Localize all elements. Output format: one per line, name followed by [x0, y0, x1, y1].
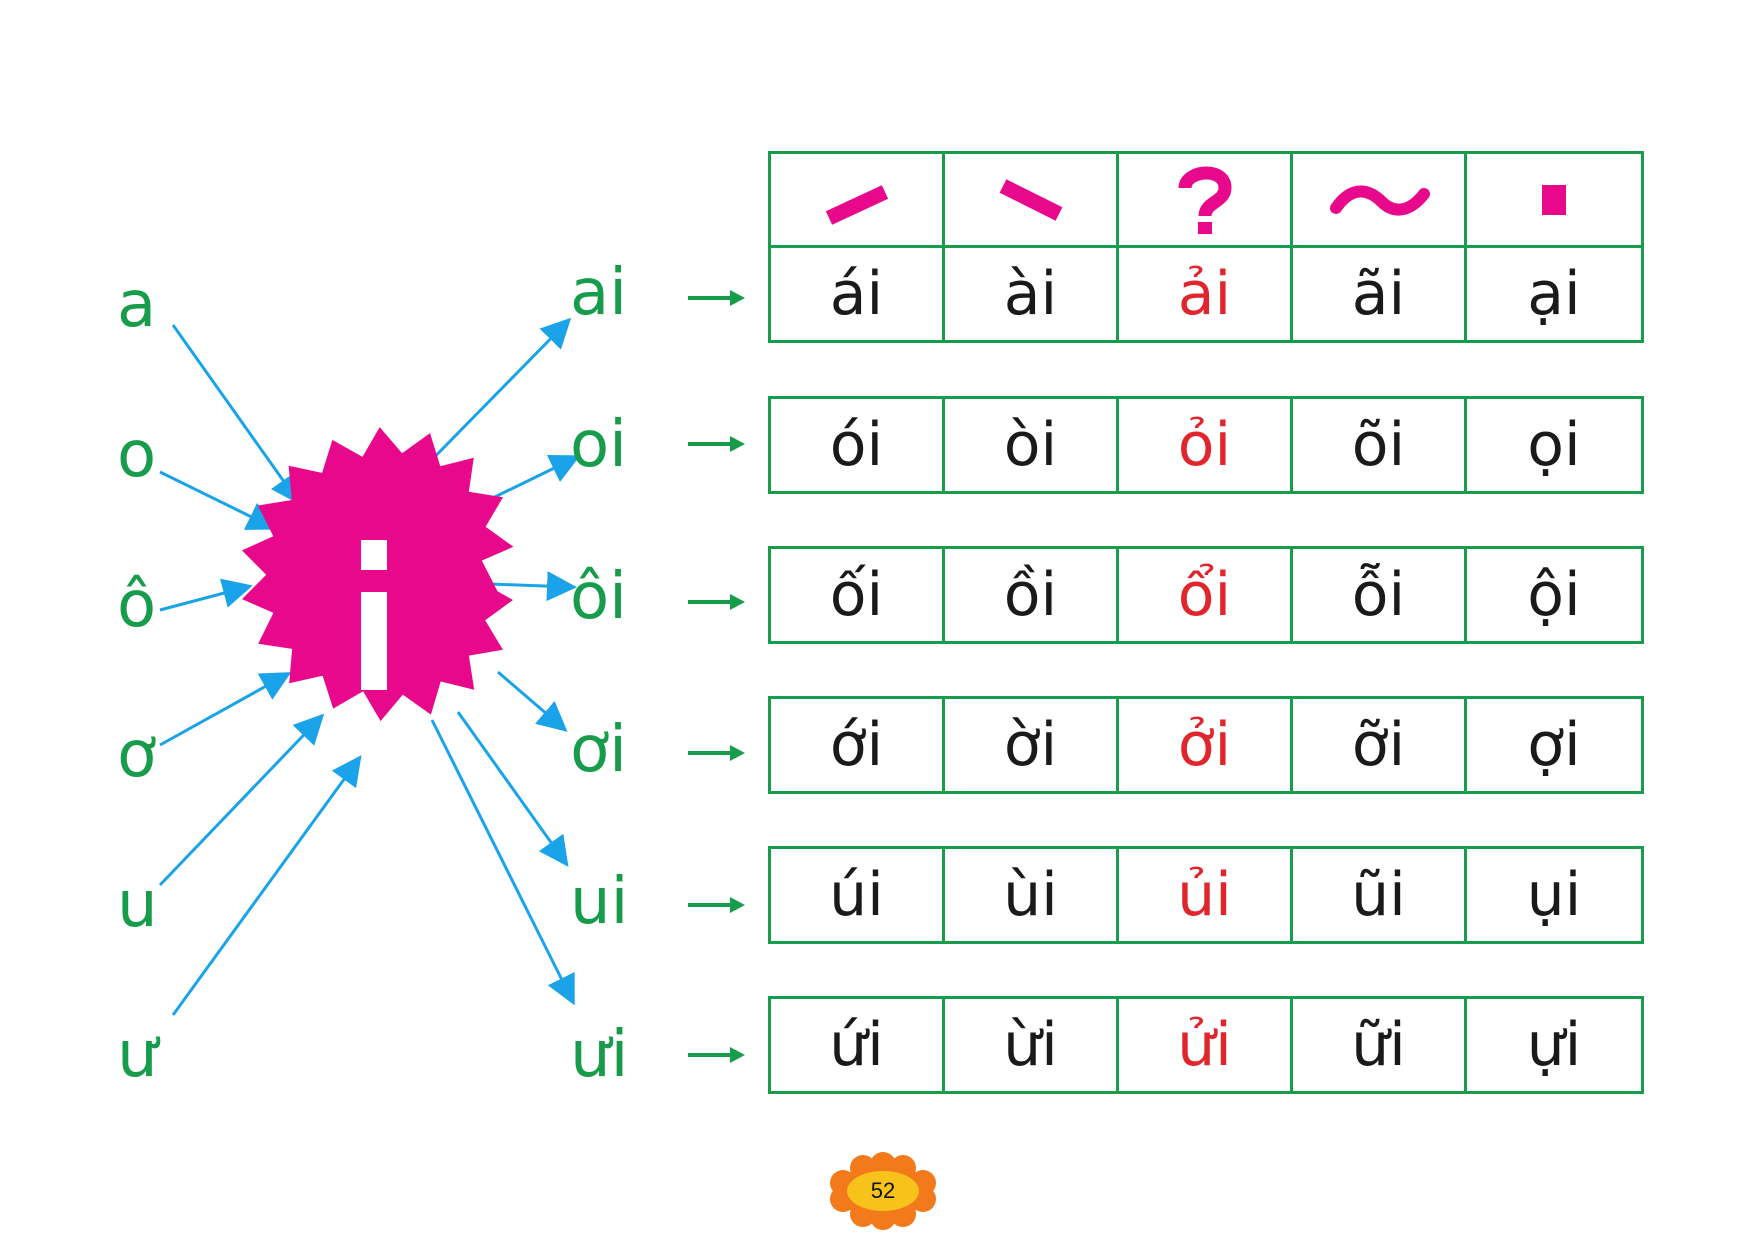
tone-cell: ái [771, 248, 945, 340]
tone-cell-hoi: ởi [1119, 699, 1293, 791]
tone-cell: òi [945, 399, 1119, 491]
vowel-u-horn: ư [117, 1018, 158, 1092]
center-i-dot [361, 540, 387, 570]
tone-cell: ựi [1526, 1010, 1582, 1080]
arrow-i-to-o-hat-i [489, 571, 577, 602]
syllable-o-horn-i: ơi [570, 713, 627, 787]
tone-cell: ời [945, 699, 1119, 791]
tone-cell: ới [771, 699, 945, 791]
tone-table-ui: úi ùi ủi ũi ụi [768, 846, 1644, 944]
tone-table-oi: ói òi ỏi õi ọi [768, 396, 1644, 494]
arrow-u-horn-to-i [171, 755, 362, 1016]
tone-cell: ứi [771, 999, 945, 1091]
arrow-i-to-o-horn-i [497, 670, 568, 732]
arrow-i-to-ui [456, 711, 569, 867]
arrow-o-to-i [159, 470, 278, 530]
arrow-o-hat-to-i [159, 578, 253, 612]
sac-mark-icon [771, 154, 945, 248]
arrow-i-to-u-horn-i [430, 719, 575, 1006]
tone-cell: ợi [1527, 710, 1581, 780]
nga-mark-icon [1293, 154, 1467, 248]
tone-cell-hoi: ổi [1119, 549, 1293, 641]
tone-cell: ói [771, 399, 945, 491]
syllable-ai: ai [570, 256, 627, 330]
tone-cell: ừi [945, 999, 1119, 1091]
nang-mark-icon [1467, 154, 1641, 248]
vowel-o-horn: ơ [117, 718, 157, 792]
syllable-u-horn-i: ưi [570, 1018, 629, 1092]
tone-cell: ụi [1526, 860, 1582, 930]
huyen-mark-icon [945, 154, 1119, 248]
vowel-u: u [117, 868, 158, 942]
row-arrow-icons [688, 290, 745, 1063]
tone-cell: ại [1527, 259, 1581, 329]
tone-table-o-horn-i: ới ời ởi ỡi ợi [768, 696, 1644, 794]
syllable-o-hat-i: ôi [570, 560, 627, 634]
tone-table-o-hat-i: ối ồi ổi ỗi ội [768, 546, 1644, 644]
tone-table-ai: ái ài ải ãi ại [768, 151, 1644, 343]
center-i-stem [361, 592, 387, 690]
tone-cell: ọi [1527, 410, 1581, 480]
tone-cell: úi [771, 849, 945, 941]
vowel-o-hat: ô [117, 568, 157, 642]
tone-cell: ài [945, 248, 1119, 340]
tone-cell-hoi: ửi [1119, 999, 1293, 1091]
tone-table-u-horn-i: ứi ừi ửi ữi ựi [768, 996, 1644, 1094]
tone-cell: ội [1527, 560, 1581, 630]
tone-cell: ũi [1293, 849, 1467, 941]
vowel-o: o [117, 418, 157, 492]
tone-cell: õi [1293, 399, 1467, 491]
tone-cell: ồi [945, 549, 1119, 641]
arrow-o-horn-to-i [159, 672, 292, 747]
syllable-oi: oi [570, 408, 627, 482]
tone-cell: ãi [1293, 248, 1467, 340]
tone-cell-hoi: ải [1119, 248, 1293, 340]
tone-cell: ỗi [1293, 549, 1467, 641]
starburst-shape [241, 427, 514, 722]
tone-cell-hoi: ỏi [1119, 399, 1293, 491]
arrow-a-to-i [171, 324, 301, 505]
tone-cell-hoi: ủi [1119, 849, 1293, 941]
page-badge-icon [830, 1152, 936, 1230]
tone-cell: ùi [945, 849, 1119, 941]
vowel-a: a [117, 268, 157, 342]
tone-cell: ỡi [1293, 699, 1467, 791]
page-number: 52 [870, 1178, 896, 1203]
tone-cell: ối [771, 549, 945, 641]
arrow-u-to-i [158, 713, 325, 887]
syllable-ui: ui [570, 865, 629, 939]
tone-cell: ữi [1293, 999, 1467, 1091]
hoi-mark-icon [1119, 154, 1293, 248]
